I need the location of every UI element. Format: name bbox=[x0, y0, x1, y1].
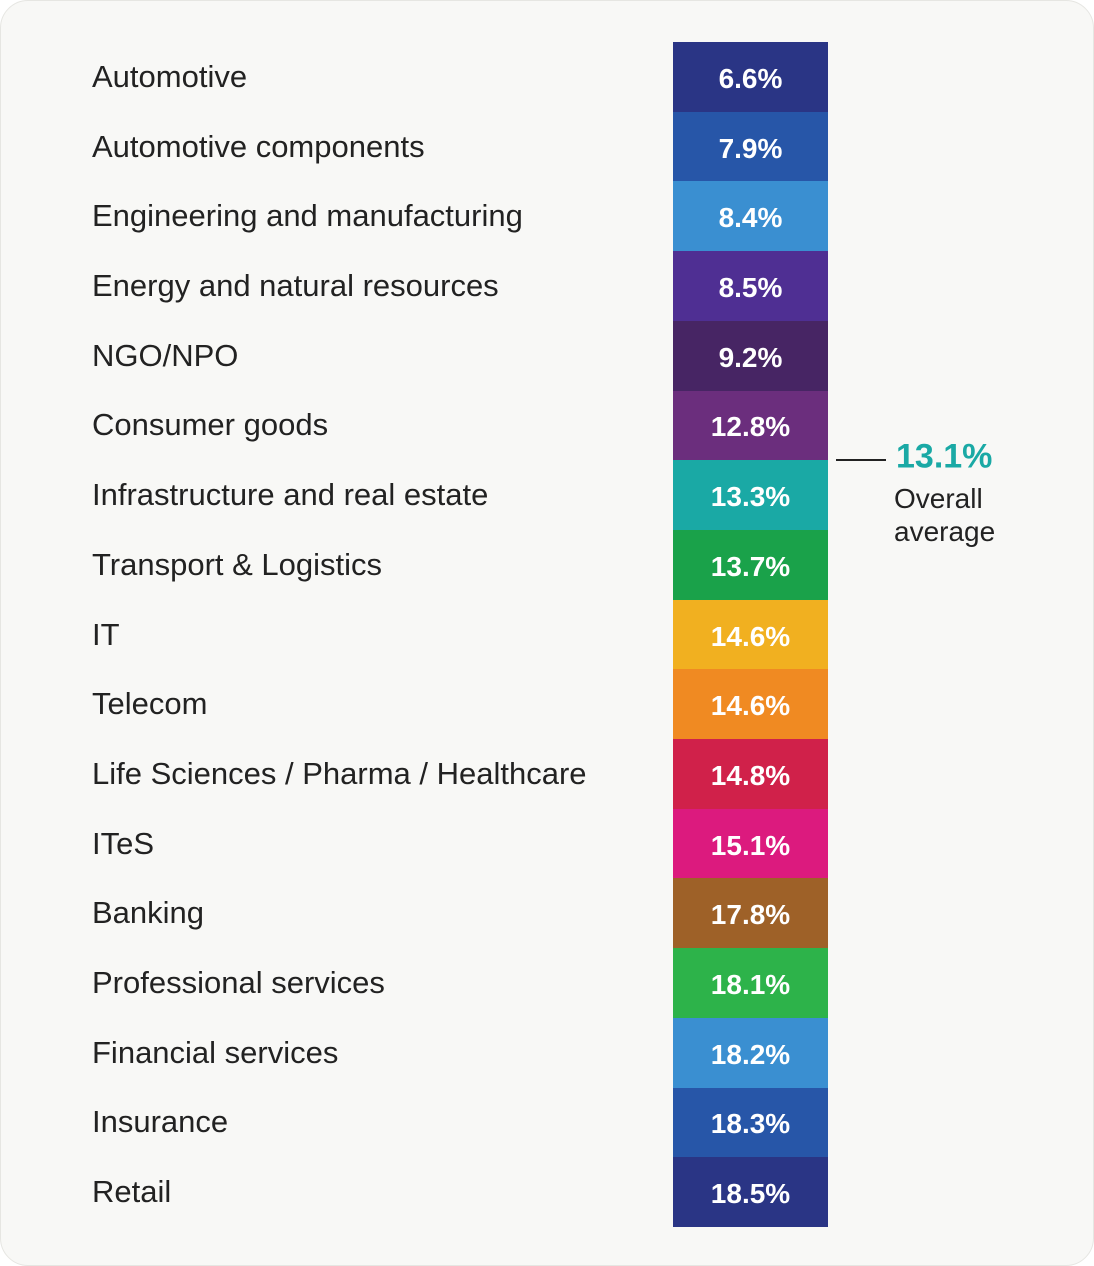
average-line bbox=[836, 459, 886, 462]
category-label: Life Sciences / Pharma / Healthcare bbox=[92, 755, 587, 791]
value-cell bbox=[673, 181, 828, 252]
value-cell bbox=[673, 948, 828, 1019]
value-label: 17.8% bbox=[710, 899, 791, 931]
value-label: 13.7% bbox=[710, 550, 791, 582]
average-label: 13.1% bbox=[896, 437, 993, 476]
value-label: 9.2% bbox=[718, 341, 783, 373]
value-cell bbox=[673, 599, 828, 670]
value-cell bbox=[673, 878, 828, 949]
category-label: Transport & Logistics bbox=[92, 546, 383, 582]
value-label: 15.1% bbox=[710, 829, 791, 861]
value-label: 14.8% bbox=[710, 759, 791, 791]
value-cell bbox=[673, 1017, 828, 1089]
value-cell bbox=[673, 1087, 828, 1158]
category-label: Automotive components bbox=[92, 128, 425, 164]
category-label: Infrastructure and real estate bbox=[92, 477, 489, 513]
value-label: 6.6% bbox=[718, 62, 783, 94]
value-cell bbox=[673, 529, 828, 601]
category-label: NGO/NPO bbox=[92, 337, 239, 373]
category-label: Automotive bbox=[92, 58, 248, 94]
category-label: Retail bbox=[92, 1174, 172, 1210]
value-label: 18.5% bbox=[710, 1178, 791, 1210]
category-label: Professional services bbox=[92, 965, 385, 1001]
value-label: 14.6% bbox=[710, 690, 791, 722]
value-cell bbox=[673, 739, 828, 810]
category-label: Telecom bbox=[92, 686, 208, 722]
value-label: 8.5% bbox=[718, 271, 783, 303]
value-label: 18.1% bbox=[710, 969, 791, 1001]
value-cell bbox=[673, 390, 828, 461]
category-label: Consumer goods bbox=[92, 407, 329, 443]
value-cell bbox=[673, 42, 828, 113]
value-cell bbox=[673, 460, 828, 531]
value-label: 13.3% bbox=[710, 481, 791, 513]
value-label: 18.3% bbox=[710, 1108, 791, 1140]
value-label: 8.4% bbox=[718, 202, 783, 234]
category-label: ITeS bbox=[92, 825, 155, 861]
value-label: 14.6% bbox=[710, 620, 791, 652]
value-cell bbox=[673, 808, 828, 879]
value-cell bbox=[673, 669, 828, 740]
value-label: 7.9% bbox=[718, 132, 783, 164]
value-label: 18.2% bbox=[710, 1038, 791, 1070]
value-cell bbox=[673, 320, 828, 392]
value-label: 12.8% bbox=[710, 411, 791, 443]
value-cell bbox=[673, 251, 828, 322]
category-label: Engineering and manufacturing bbox=[92, 198, 523, 234]
category-label: Energy and natural resources bbox=[92, 267, 499, 303]
value-cell bbox=[673, 111, 828, 182]
category-label: IT bbox=[92, 616, 120, 652]
category-label: Insurance bbox=[92, 1104, 229, 1140]
value-cell bbox=[673, 1157, 828, 1228]
category-label: Banking bbox=[92, 895, 205, 931]
category-label: Financial services bbox=[92, 1034, 339, 1070]
average-text: Overall average bbox=[894, 483, 996, 548]
